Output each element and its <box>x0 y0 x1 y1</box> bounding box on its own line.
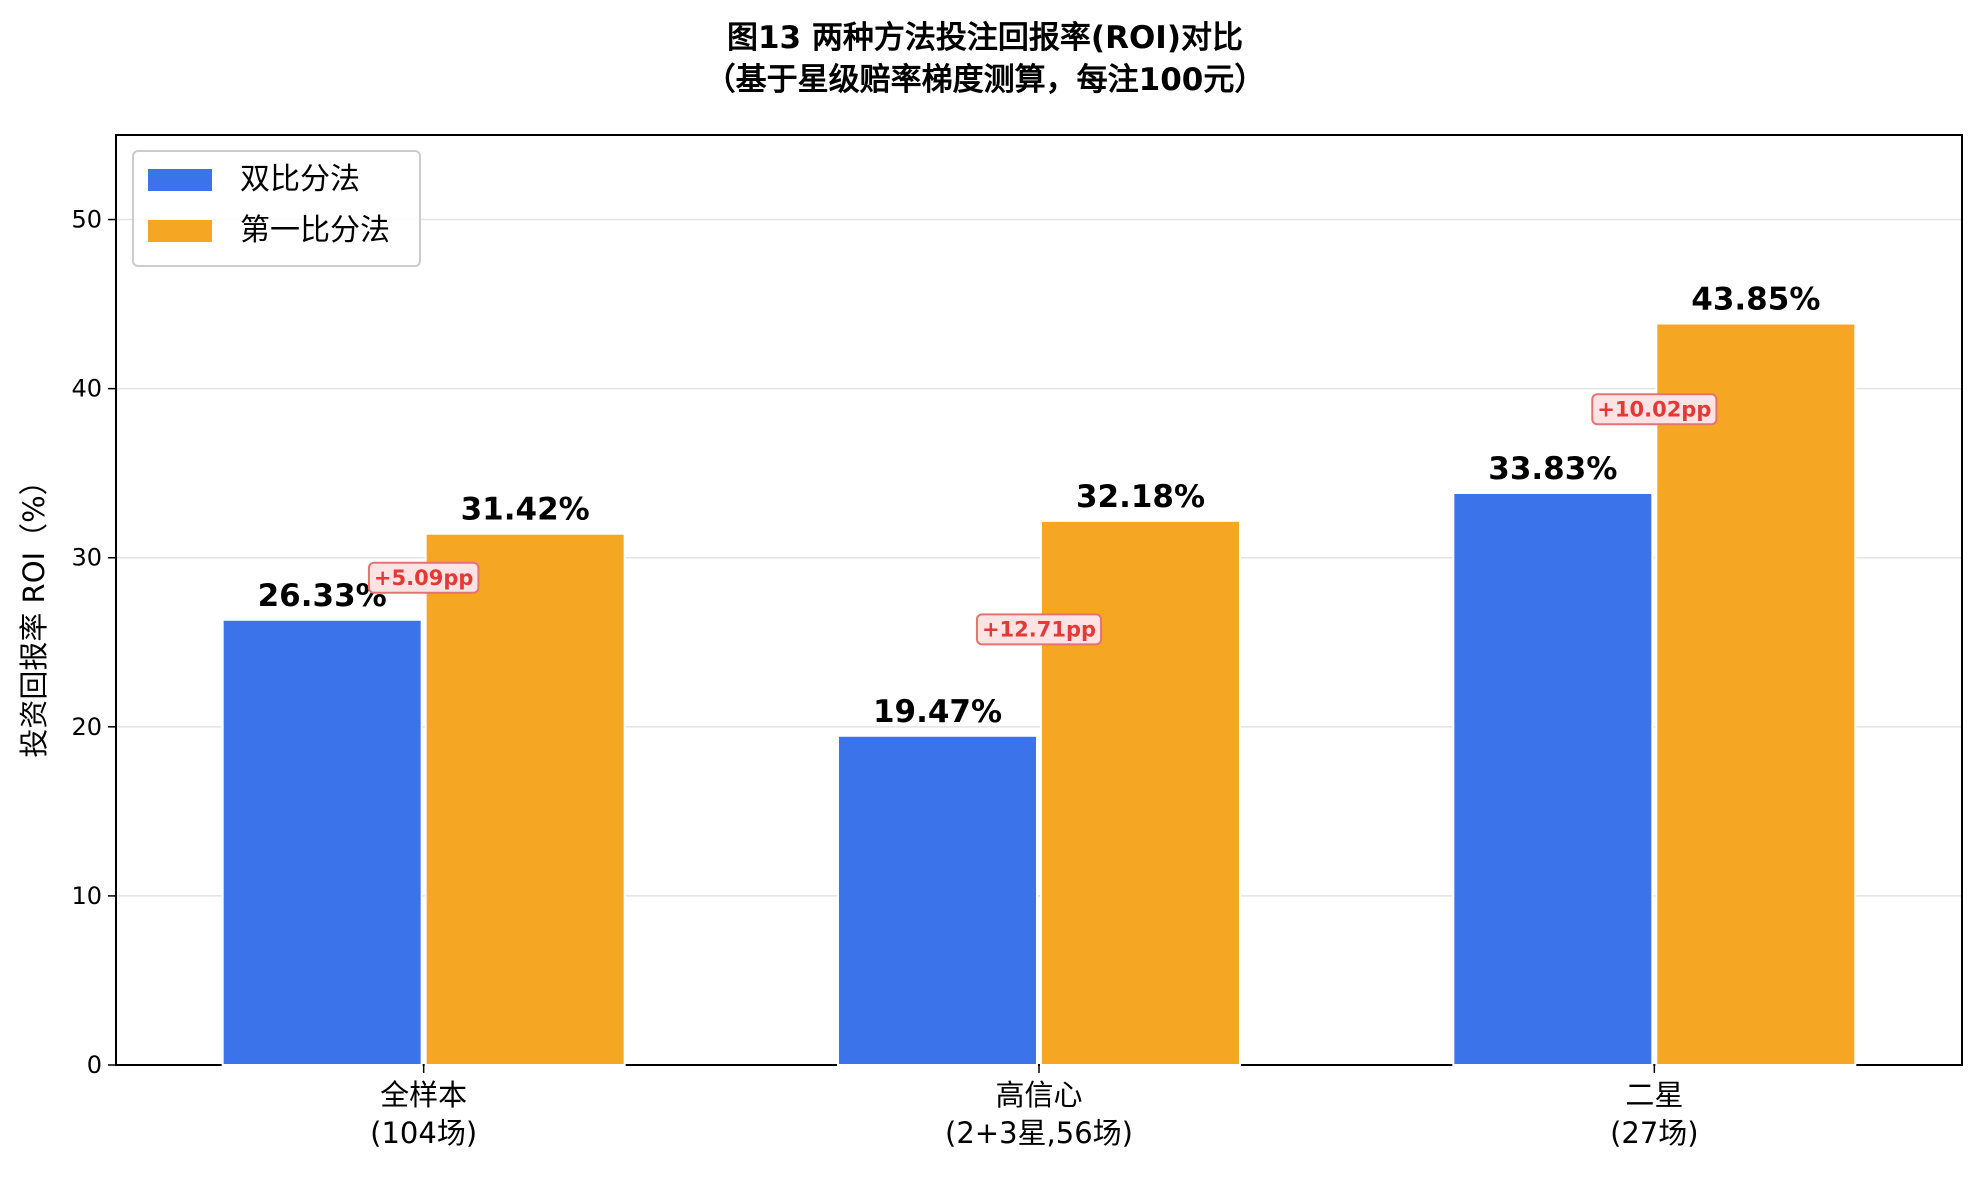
difference-label-box <box>367 561 480 594</box>
difference-annotation: +10.02pp <box>1591 393 1718 426</box>
axes: 0 10 20 30 40 50 全样本 (104场) 高信心 (2+3星,56场) 二星 (27场) <box>71 134 1963 1150</box>
bar <box>1040 519 1241 1066</box>
difference-label-box <box>975 613 1103 646</box>
bar-value-label: 31.42% <box>461 492 590 528</box>
difference-label-box <box>1591 393 1718 426</box>
chart-title: 图13 两种方法投注回报率(ROI)对比 <box>727 20 1243 56</box>
bar <box>221 618 423 1066</box>
x-tick-label: (2+3星,56场) <box>945 1116 1133 1150</box>
legend-swatch <box>148 169 212 191</box>
y-axis-label: 投资回报率 ROI（%） <box>17 466 51 757</box>
gridlines <box>116 218 1962 897</box>
y-tick-label: 10 <box>71 882 102 910</box>
bar <box>424 532 626 1066</box>
bar-value-label: 32.18% <box>1076 479 1205 515</box>
x-tick-label: (104场) <box>370 1116 477 1150</box>
difference-label: +5.09pp <box>374 566 473 590</box>
y-tick-label: 20 <box>71 713 102 741</box>
bar <box>1452 491 1654 1066</box>
difference-label: +12.71pp <box>982 617 1096 641</box>
bars <box>221 322 1857 1067</box>
bar <box>1655 322 1857 1066</box>
difference-annotation: +12.71pp <box>975 613 1103 646</box>
bar-value-label: 26.33% <box>258 578 387 614</box>
bar-value-label: 33.83% <box>1488 451 1617 487</box>
legend-label: 双比分法 <box>240 162 360 197</box>
x-tick-label: 高信心 <box>995 1078 1082 1112</box>
legend-swatch <box>148 220 212 242</box>
y-tick-label: 40 <box>71 375 102 403</box>
legend-label: 第一比分法 <box>240 213 390 248</box>
bar-value-label: 43.85% <box>1691 282 1820 318</box>
x-tick-label: (27场) <box>1610 1116 1699 1150</box>
bar-value-label: 19.47% <box>873 694 1002 730</box>
y-tick-label: 50 <box>71 206 102 234</box>
difference-label: +10.02pp <box>1597 397 1711 421</box>
difference-annotation: +5.09pp <box>367 561 480 594</box>
y-tick-label: 30 <box>71 544 102 572</box>
y-tick-label: 0 <box>87 1051 102 1079</box>
x-tick-label: 全样本 <box>380 1078 467 1112</box>
plot-frame <box>115 134 1963 1066</box>
labels: 26.33% 31.42% +5.09pp 19.47% 32.18% +12.71pp 3… <box>258 282 1821 730</box>
chart-subtitle: （基于星级赔率梯度测算，每注100元） <box>705 62 1266 98</box>
x-tick-label: 二星 <box>1625 1078 1683 1112</box>
bar <box>837 734 1038 1067</box>
